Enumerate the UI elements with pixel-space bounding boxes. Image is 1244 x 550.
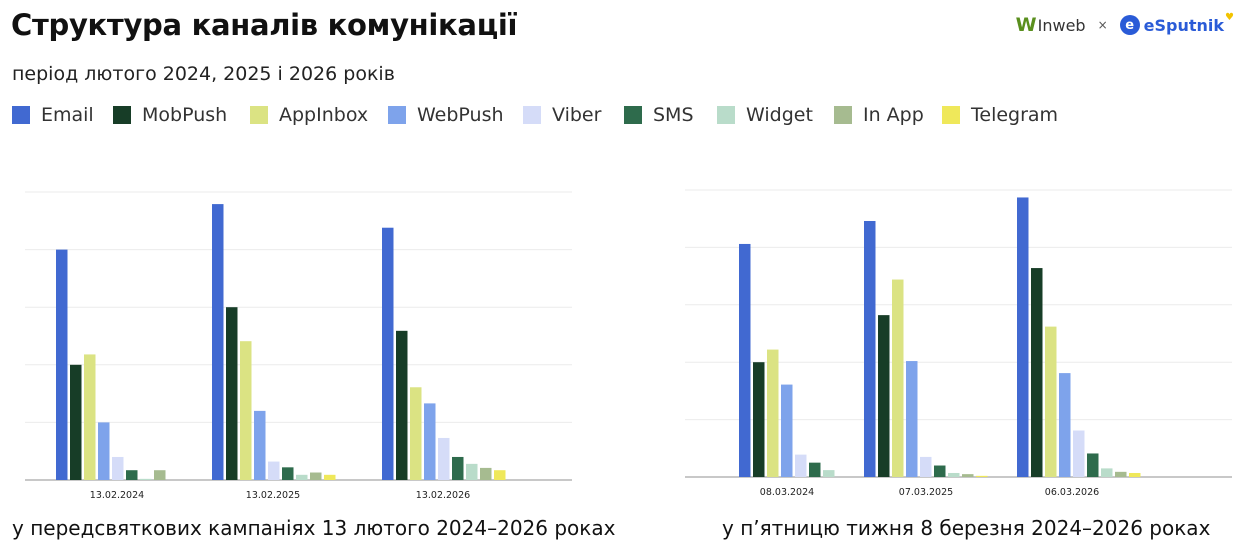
bar-sms	[934, 465, 946, 477]
legend-item-appinbox: AppInbox	[250, 104, 368, 126]
bar-widget	[466, 463, 478, 480]
bar-sms	[809, 462, 821, 477]
bar-widget	[948, 472, 960, 477]
bar-sms	[1087, 453, 1099, 477]
x-tick-label: 06.03.2026	[1045, 487, 1099, 498]
bar-email	[56, 249, 68, 480]
inweb-logo: W Inweb	[1016, 14, 1086, 36]
bar-sms	[126, 470, 138, 480]
bar-viber	[268, 461, 280, 480]
legend-label: SMS	[653, 104, 694, 126]
bar-in-app	[1115, 471, 1127, 477]
bar-email	[212, 204, 224, 480]
legend-item-webpush: WebPush	[388, 104, 504, 126]
legend-item-widget: Widget	[717, 104, 813, 126]
bar-webpush	[98, 422, 110, 480]
bar-mobpush	[396, 330, 408, 480]
legend-item-email: Email	[12, 104, 94, 126]
chart-caption-february: у передсвяткових кампаніях 13 лютого 202…	[12, 516, 616, 540]
bar-appinbox	[240, 341, 252, 480]
bar-viber	[438, 437, 450, 480]
bar-webpush	[781, 384, 793, 477]
esputnik-logo-icon: e	[1119, 15, 1140, 35]
legend-swatch	[942, 106, 960, 124]
x-tick-label: 07.03.2025	[899, 487, 953, 498]
bar-appinbox	[767, 349, 779, 477]
bar-widget	[823, 470, 835, 477]
x-tick-label: 08.03.2024	[760, 487, 814, 498]
inweb-logo-text: Inweb	[1037, 15, 1086, 35]
legend-swatch	[250, 106, 268, 124]
legend-swatch	[523, 106, 541, 124]
legend-swatch	[624, 106, 642, 124]
bar-appinbox	[892, 279, 904, 477]
bar-webpush	[254, 410, 266, 480]
bar-in-app	[310, 472, 322, 480]
legend-swatch	[834, 106, 852, 124]
inweb-logo-icon: W	[1015, 14, 1037, 36]
esputnik-logo-text: eSputnik	[1143, 15, 1225, 35]
esputnik-logo: e eSputnik ♥	[1119, 11, 1234, 35]
heart-icon: ♥	[1225, 11, 1234, 23]
legend-item-telegram: Telegram	[942, 104, 1058, 126]
bar-telegram	[976, 475, 988, 477]
bar-webpush	[424, 403, 436, 480]
bar-viber	[1073, 430, 1085, 477]
legend-item-viber: Viber	[523, 104, 601, 126]
bar-telegram	[494, 470, 506, 480]
legend-label: MobPush	[142, 104, 228, 126]
bar-appinbox	[410, 387, 422, 480]
bar-email	[739, 243, 751, 477]
bar-telegram	[1129, 472, 1141, 477]
legend-label: WebPush	[417, 104, 504, 126]
page-title: Структура каналів комунікації	[11, 8, 518, 42]
bar-viber	[795, 454, 807, 477]
bar-widget	[140, 478, 152, 480]
bar-in-app	[154, 470, 166, 480]
bar-viber	[920, 456, 932, 477]
chart-caption-march: у п’ятницю тижня 8 березня 2024–2026 рок…	[722, 516, 1211, 540]
bar-in-app	[962, 474, 974, 477]
bar-viber	[112, 456, 124, 480]
bar-sms	[452, 456, 464, 480]
bar-mobpush	[753, 362, 765, 477]
legend-item-sms: SMS	[624, 104, 694, 126]
bar-appinbox	[1045, 326, 1057, 477]
legend-label: Widget	[746, 104, 813, 126]
legend-swatch	[717, 106, 735, 124]
legend-label: Viber	[552, 104, 602, 126]
bar-mobpush	[70, 364, 82, 480]
legend-swatch	[388, 106, 406, 124]
bar-webpush	[1059, 373, 1071, 477]
bar-in-app	[480, 467, 492, 480]
legend-swatch	[113, 106, 131, 124]
legend-label: Telegram	[971, 104, 1059, 126]
bar-mobpush	[226, 307, 238, 480]
legend-label: In App	[863, 104, 924, 126]
bar-mobpush	[1031, 268, 1043, 477]
legend-label: AppInbox	[279, 104, 369, 126]
x-tick-label: 13.02.2026	[416, 490, 470, 501]
page-subtitle: період лютого 2024, 2025 і 2026 років	[12, 63, 395, 85]
bar-webpush	[906, 361, 918, 477]
bar-telegram	[324, 474, 336, 480]
bar-widget	[1101, 468, 1113, 477]
bar-sms	[282, 467, 294, 480]
bar-appinbox	[84, 354, 96, 480]
bar-widget	[296, 474, 308, 480]
legend-swatch	[12, 106, 30, 124]
legend-item-mobpush: MobPush	[113, 104, 227, 126]
legend-item-in-app: In App	[834, 104, 924, 126]
bar-mobpush	[878, 315, 890, 477]
x-tick-label: 13.02.2025	[246, 490, 300, 501]
x-tick-label: 13.02.2024	[90, 490, 144, 501]
logo-separator: ×	[1097, 18, 1108, 32]
legend-label: Email	[41, 104, 94, 126]
bar-email	[864, 220, 876, 477]
logos: W Inweb × e eSputnik ♥	[1016, 11, 1234, 37]
bar-email	[382, 227, 394, 480]
bar-email	[1017, 197, 1029, 477]
